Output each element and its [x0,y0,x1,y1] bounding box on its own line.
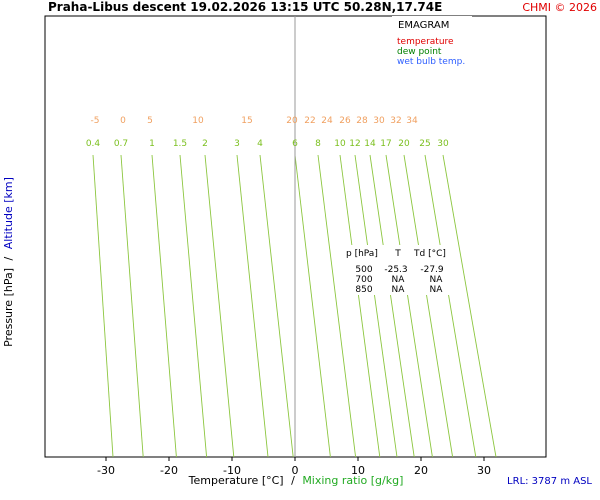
mixing-ratio-label: 10 [334,139,346,149]
table-cell: 700 [355,275,372,285]
table-cell: NA [430,285,444,295]
mixing-ratio-label: 20 [398,139,410,149]
mixing-ratio-labels: 0.4 0.7 1 1.5 2 3 4 6 8 10 12 14 17 20 25 30 [86,139,449,149]
table-header-td: Td [°C] [413,249,446,259]
mixing-ratio-line [92,154,114,457]
dry-adiabat-label: 30 [373,116,385,126]
y-axis-title-altitude: Altitude [km] [2,177,15,249]
mixing-ratio-line [354,154,398,457]
mixing-ratio-line [403,154,454,457]
x-axis-ticks: -30 -20 -10 0 10 20 30 [97,457,491,477]
x-tick-label: 0 [292,464,299,477]
dry-adiabat-label: 24 [321,116,333,126]
dry-adiabat-label: 0 [120,116,126,126]
x-axis-title-mixing-ratio: Mixing ratio [g/kg] [302,474,403,487]
x-tick-label: 20 [414,464,428,477]
mixing-ratio-label: 14 [364,139,376,149]
chart-title: Praha-Libus descent 19.02.2026 13:15 UTC… [48,0,442,14]
dry-adiabat-label: 22 [304,116,315,126]
mixing-ratio-line [236,154,269,457]
mixing-ratio-line [369,154,415,457]
mixing-ratio-label: 1 [149,139,155,149]
dry-adiabat-label: 26 [339,116,351,126]
dry-adiabat-label: 5 [147,116,153,126]
y-axis-title: Pressure [hPa] / Altitude [km] [2,177,15,347]
dry-adiabat-labels: -5 0 5 10 15 20 22 24 26 28 30 32 34 [91,116,418,126]
mixing-ratio-label: 12 [349,139,360,149]
mixing-ratio-line [259,154,294,457]
legend-item-dew-point: dew point [397,47,442,57]
dry-adiabat-label: 32 [390,116,401,126]
y-axis-title-pressure: Pressure [hPa] [2,268,15,347]
grid-lines [294,16,296,457]
lrl-label: LRL: 3787 m ASL [507,476,592,487]
values-table-box [341,245,451,295]
mixing-ratio-line [339,154,381,457]
legend-box [392,16,472,68]
legend: EMAGRAM temperature dew point wet bulb t… [392,16,472,68]
mixing-ratio-line [151,154,177,457]
table-header-p: p [hPa] [346,249,378,259]
mixing-ratio-line [317,154,357,457]
x-tick-label: 30 [477,464,491,477]
dry-adiabat-label: 34 [406,116,418,126]
mixing-ratio-label: 0.4 [86,139,101,149]
mixing-ratio-label: 8 [315,139,321,149]
x-tick-label: -10 [223,464,241,477]
x-tick-label: -30 [97,464,115,477]
mixing-ratio-line [179,154,208,457]
mixing-ratio-line [294,154,331,457]
mixing-ratio-label: 17 [380,139,391,149]
mixing-ratio-label: 25 [419,139,430,149]
dry-adiabat-label: 15 [241,116,252,126]
copyright-label: CHMI © 2026 [522,1,597,14]
mixing-ratio-line [385,154,433,457]
dry-adiabat-label: 20 [286,116,298,126]
dry-adiabat-label: 28 [356,116,368,126]
mixing-ratio-line [424,154,477,457]
mixing-ratio-line [120,154,144,457]
x-axis-title-temperature: Temperature [°C] [188,474,284,487]
legend-item-temperature: temperature [397,37,454,47]
dry-adiabat-label: 10 [192,116,204,126]
x-tick-label: 10 [351,464,365,477]
mixing-ratio-label: 4 [257,139,263,149]
table-cell: -27.9 [420,265,444,275]
legend-item-wet-bulb: wet bulb temp. [397,57,465,67]
table-cell: NA [430,275,444,285]
table-cell: 850 [355,285,372,295]
values-table: p [hPa] T Td [°C] 500 -25.3 -27.9 700 NA… [341,245,451,295]
mixing-ratio-label: 30 [437,139,449,149]
x-axis-title-separator: / [291,474,295,487]
mixing-ratio-label: 3 [234,139,240,149]
legend-title: EMAGRAM [398,20,449,31]
x-axis-title: Temperature [°C] / Mixing ratio [g/kg] [188,474,404,487]
table-cell: NA [392,275,406,285]
y-axis-title-separator: / [2,256,15,260]
dry-adiabat-label: -5 [91,116,100,126]
mixing-ratio-label: 6 [292,139,298,149]
mixing-ratio-lines [92,154,497,457]
table-cell: NA [392,285,406,295]
mixing-ratio-line [442,154,497,457]
table-header-t: T [394,249,401,259]
mixing-ratio-label: 1.5 [173,139,187,149]
mixing-ratio-line [204,154,235,457]
table-cell: -25.3 [384,265,407,275]
x-tick-label: -20 [160,464,178,477]
table-cell: 500 [355,265,372,275]
mixing-ratio-label: 0.7 [114,139,128,149]
mixing-ratio-label: 2 [202,139,208,149]
